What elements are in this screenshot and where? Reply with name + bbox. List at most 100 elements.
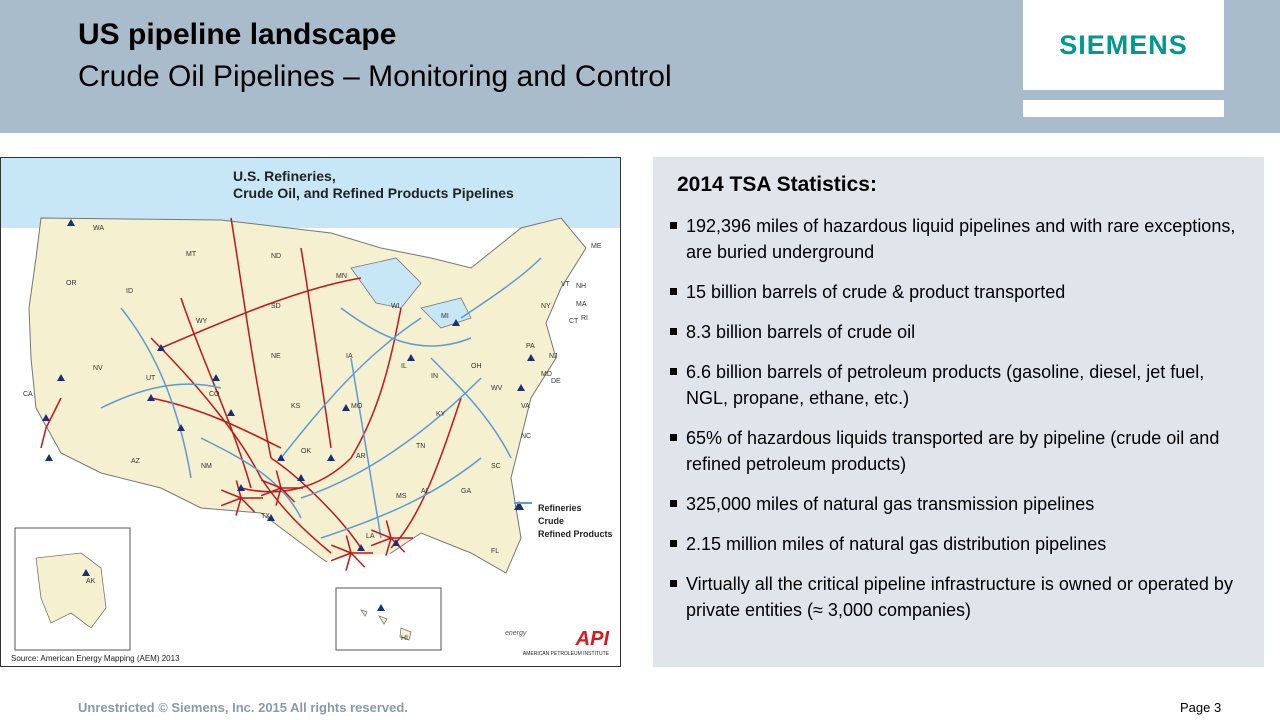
stats-item-text: Virtually all the critical pipeline infr… [686, 574, 1233, 620]
crude-pipeline [370, 537, 392, 547]
map-legend: Refineries Crude Refined Products [514, 501, 613, 540]
state-label: AK [86, 578, 96, 585]
refinery-triangle-icon [57, 374, 65, 381]
square-bullet-icon [670, 328, 677, 335]
square-bullet-icon [670, 368, 677, 375]
refined-products-pipeline [320, 457, 482, 539]
state-label: ND [271, 253, 281, 260]
crude-pipeline [160, 277, 362, 349]
stats-item-text: 192,396 miles of hazardous liquid pipeli… [686, 216, 1236, 262]
stats-item-text: 8.3 billion barrels of crude oil [686, 322, 916, 342]
state-label: AZ [131, 458, 141, 465]
us-map-graphic: WA OR CA NV ID MT WY UT AZ CO NM ND SD NE KS OK TX MN IA MO… [1, 158, 620, 666]
state-label: RI [581, 315, 588, 322]
crude-pipeline [150, 397, 282, 449]
crude-pipeline [350, 307, 402, 459]
api-logo: energy API AMERICAN PETROLEUM INSTITUTE [505, 628, 609, 657]
state-label: OK [301, 448, 311, 455]
square-bullet-icon [670, 540, 677, 547]
state-label: CA [23, 391, 33, 398]
state-label: WV [491, 385, 503, 392]
legend-item-crude: Crude [514, 502, 613, 527]
api-caption: AMERICAN PETROLEUM INSTITUTE [522, 651, 609, 657]
siemens-logo-text: SIEMENS [1059, 29, 1188, 60]
crude-pipeline [230, 217, 272, 459]
crude-pipeline [235, 497, 242, 516]
state-label: MD [541, 371, 552, 378]
refined-products-pipeline [460, 257, 542, 319]
crude-pipeline [260, 477, 332, 554]
state-label: CT [569, 318, 579, 325]
state-label: NE [271, 353, 281, 360]
crude-pipeline [240, 497, 256, 513]
state-label: SD [271, 303, 281, 310]
state-label: MA [576, 301, 587, 308]
legend-label-refineries: Refineries [538, 502, 582, 513]
page-number: Page 3 [1180, 700, 1222, 715]
crude-pipeline [385, 520, 392, 539]
state-label: FL [491, 548, 499, 555]
state-label: IN [431, 373, 438, 380]
refinery-triangle-icon [527, 354, 535, 361]
state-label: IL [401, 363, 407, 370]
footer-copyright: Unrestricted © Siemens, Inc. 2015 All ri… [78, 700, 408, 715]
refined-products-pipeline [200, 437, 302, 519]
state-label: KS [291, 403, 301, 410]
stats-item-text: 6.6 billion barrels of petroleum product… [686, 362, 1205, 408]
crude-pipeline [220, 497, 242, 507]
stats-item: 325,000 miles of natural gas transmissio… [670, 491, 1250, 517]
refinery-triangle-icon [407, 354, 415, 361]
refinery-triangle-icon [392, 539, 400, 546]
square-bullet-icon [670, 580, 677, 587]
refinery-triangle-icon [157, 344, 165, 351]
state-label: AR [356, 453, 366, 460]
legend-label-refined: Refined Products [538, 528, 613, 539]
refined-products-pipeline [120, 307, 192, 479]
state-label: NY [541, 303, 551, 310]
siemens-logo: SIEMENS [1023, 0, 1224, 90]
state-label: KY [436, 411, 446, 418]
state-label: PA [526, 343, 535, 350]
crude-pipeline [280, 487, 296, 503]
crude-pipeline [330, 552, 352, 562]
stats-item: 192,396 miles of hazardous liquid pipeli… [670, 213, 1250, 265]
crude-pipeline [220, 489, 242, 499]
state-label: MS [396, 493, 407, 500]
page-subtitle: Crude Oil Pipelines – Monitoring and Con… [78, 60, 672, 93]
hawaii-inset [335, 587, 442, 651]
stats-item-text: 15 billion barrels of crude & product tr… [686, 282, 1066, 302]
crude-pipeline [345, 552, 352, 571]
state-label: IA [346, 353, 353, 360]
state-label: GA [461, 488, 471, 495]
state-label: NJ [549, 353, 558, 360]
refined-products-pipeline [280, 317, 422, 459]
state-label: TX [261, 513, 270, 520]
state-label: OR [66, 280, 77, 287]
square-bullet-icon [670, 500, 677, 507]
crude-pipeline [260, 479, 282, 489]
refinery-triangle-icon [357, 544, 365, 551]
crude-pipeline [260, 487, 282, 497]
state-label: SC [491, 463, 501, 470]
state-label: TN [416, 443, 425, 450]
state-label: WY [196, 318, 208, 325]
state-label: VT [561, 281, 571, 288]
refinery-triangle-icon [147, 394, 155, 401]
state-label: DE [551, 378, 561, 385]
crude-pipeline [270, 457, 362, 549]
crude-pipeline [370, 529, 392, 539]
crude-pipeline [180, 297, 252, 489]
state-label: MI [441, 313, 449, 320]
refinery-triangle-icon [42, 414, 50, 421]
crude-pipeline [385, 537, 392, 556]
stats-title: 2014 TSA Statistics: [677, 173, 877, 196]
state-label: WI [391, 303, 400, 310]
state-label: NC [521, 433, 531, 440]
map-source: Source: American Energy Mapping (AEM) 20… [11, 654, 180, 663]
square-bullet-icon [670, 434, 677, 441]
api-logo-text: API [575, 628, 609, 650]
state-label: NV [93, 365, 103, 372]
refinery-triangle-icon [342, 404, 350, 411]
state-label: MT [186, 251, 197, 258]
state-label: WA [93, 225, 104, 232]
